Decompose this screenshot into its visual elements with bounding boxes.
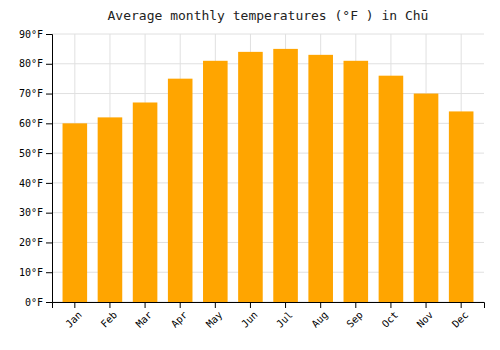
bar [238,52,263,302]
bar [273,49,298,302]
tick-label: Apr [169,309,190,330]
tick: 40°F [19,178,52,189]
tick-label: May [204,309,225,330]
tick: Aug [309,302,330,330]
tick-label: Jul [274,309,295,330]
tick-label: 10°F [19,267,43,278]
tick: Apr [169,302,190,330]
tick-mark [46,153,52,154]
tick: May [204,302,225,330]
x-axis: Jan Feb Mar Apr May Jun Jul Aug Sep Oct Nov Dec [53,302,485,330]
bar [344,61,369,302]
tick-mark [109,302,110,308]
tick-mark [46,94,52,95]
plot-area: 0°F 10°F 20°F 30°F 40°F 50°F 60°F 70°F 80°F 90°F J… [19,29,485,330]
tick: Jan [63,302,84,330]
bar [414,94,439,302]
tick-mark [461,302,462,308]
bar [379,76,404,302]
tick: 0°F [25,297,52,308]
grid-line [52,34,484,35]
tick-label: 70°F [19,88,43,99]
tick: Mar [134,302,155,330]
tick-mark [46,213,52,214]
y-axis: 0°F 10°F 20°F 30°F 40°F 50°F 60°F 70°F 80°F 90°F [19,29,53,308]
chart-container: 0°F 10°F 20°F 30°F 40°F 50°F 60°F 70°F 80°F 90°F J… [0,0,500,350]
tick-mark [46,123,52,124]
bar [449,111,474,302]
tick: Feb [99,302,120,330]
tick: Nov [415,302,436,330]
grid [52,34,484,302]
tick-label: Jun [239,309,260,330]
bar [133,102,158,302]
tick-label: 90°F [19,29,43,40]
bar [63,123,88,302]
tick: 50°F [19,148,52,159]
tick-label: Dec [450,309,471,330]
tick-mark [46,272,52,273]
tick-mark [46,302,52,303]
tick-mark [355,302,356,308]
tick: 10°F [19,267,52,278]
tick-mark [390,302,391,308]
tick: Jul [274,302,295,330]
tick: Oct [380,302,401,330]
tick-label: Mar [134,309,155,330]
tick: 20°F [19,237,52,248]
tick-label: Feb [99,309,120,330]
tick-mark [320,302,321,308]
tick-label: 40°F [19,178,43,189]
tick: Dec [450,302,471,330]
tick: 60°F [19,118,52,129]
tick-mark [145,302,146,308]
tick-mark [426,302,427,308]
axis-line [46,35,53,303]
tick-mark [46,64,52,65]
tick-mark [215,302,216,308]
tick-mark [250,302,251,308]
title: Average monthly temperatures (°F ) in Ch… [108,8,429,23]
bars [63,49,474,302]
tick-label: Oct [380,309,401,330]
tick-label: 80°F [19,58,43,69]
bar [98,117,123,302]
tick-mark [46,34,52,35]
tick: 30°F [19,207,52,218]
grid-line [52,63,484,64]
tick-label: 60°F [19,118,43,129]
tick-label: Jan [63,309,84,330]
tick-mark [46,242,52,243]
tick-label: Aug [309,309,330,330]
tick-label: 20°F [19,237,43,248]
tick-label: 50°F [19,148,43,159]
tick-mark [180,302,181,308]
bar [308,55,333,302]
tick: 70°F [19,88,52,99]
tick: 80°F [19,58,52,69]
tick-label: Sep [344,309,365,330]
tick: Jun [239,302,260,330]
chart-svg: 0°F 10°F 20°F 30°F 40°F 50°F 60°F 70°F 80°F 90°F J… [0,0,500,350]
tick-mark [285,302,286,308]
tick: 90°F [19,29,52,40]
tick-label: 30°F [19,207,43,218]
tick-label: 0°F [25,297,43,308]
tick-label: Nov [415,309,436,330]
tick-mark [46,183,52,184]
bar [168,79,193,302]
axis-line [53,303,485,309]
bar [203,61,228,302]
tick-mark [74,302,75,308]
tick: Sep [344,302,365,330]
